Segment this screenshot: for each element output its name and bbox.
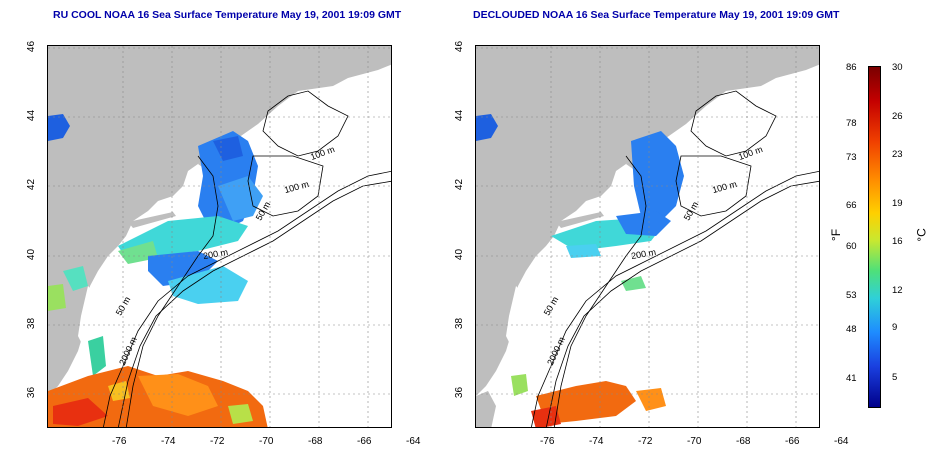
y-tick-label: 36 bbox=[454, 386, 466, 399]
grid-lines bbox=[48, 46, 391, 427]
x-tick-label: -64 bbox=[406, 436, 421, 447]
left-map-title: RU COOL NOAA 16 Sea Surface Temperature … bbox=[53, 9, 402, 21]
celsius-tick: 30 bbox=[892, 62, 903, 73]
right-map-panel: 100 m 100 m 50 m 200 m 50 m 2000 m bbox=[475, 45, 820, 428]
fahrenheit-tick: 41 bbox=[846, 373, 857, 384]
x-tick-label: -66 bbox=[357, 436, 372, 447]
fahrenheit-tick: 66 bbox=[846, 200, 857, 211]
temperature-colorbar bbox=[868, 66, 881, 408]
x-tick-label: -72 bbox=[638, 436, 653, 447]
y-tick-label: 38 bbox=[26, 317, 38, 330]
y-tick-label: 44 bbox=[454, 109, 466, 122]
x-tick-label: -68 bbox=[308, 436, 323, 447]
fahrenheit-unit-label: °F bbox=[829, 228, 844, 242]
x-tick-label: -76 bbox=[540, 436, 555, 447]
fahrenheit-tick: 60 bbox=[846, 241, 857, 252]
celsius-tick: 16 bbox=[892, 236, 903, 247]
y-tick-label: 40 bbox=[454, 248, 466, 261]
y-tick-label: 42 bbox=[26, 178, 38, 191]
x-tick-label: -66 bbox=[785, 436, 800, 447]
celsius-tick: 12 bbox=[892, 285, 903, 296]
fahrenheit-tick: 78 bbox=[846, 118, 857, 129]
celsius-tick: 26 bbox=[892, 111, 903, 122]
sst-data-declouded bbox=[476, 114, 684, 427]
land-mass bbox=[48, 46, 391, 396]
celsius-tick: 19 bbox=[892, 198, 903, 209]
right-map-title: DECLOUDED NOAA 16 Sea Surface Temperatur… bbox=[473, 9, 840, 21]
x-tick-label: -72 bbox=[210, 436, 225, 447]
sst-data bbox=[48, 114, 268, 427]
y-tick-label: 44 bbox=[26, 109, 38, 122]
fahrenheit-tick: 48 bbox=[846, 324, 857, 335]
x-tick-label: -68 bbox=[736, 436, 751, 447]
y-tick-label: 36 bbox=[26, 386, 38, 399]
celsius-tick: 9 bbox=[892, 322, 898, 333]
right-map-canvas bbox=[476, 46, 819, 427]
x-tick-label: -70 bbox=[687, 436, 702, 447]
y-tick-label: 46 bbox=[26, 40, 38, 53]
x-tick-label: -74 bbox=[161, 436, 176, 447]
grid-lines-right bbox=[476, 46, 819, 427]
y-tick-label: 46 bbox=[454, 40, 466, 53]
fahrenheit-tick: 86 bbox=[846, 62, 857, 73]
x-tick-label: -76 bbox=[112, 436, 127, 447]
y-tick-label: 38 bbox=[454, 317, 466, 330]
left-map-canvas bbox=[48, 46, 391, 427]
celsius-tick: 23 bbox=[892, 149, 903, 160]
y-tick-label: 40 bbox=[26, 248, 38, 261]
fahrenheit-tick: 53 bbox=[846, 290, 857, 301]
celsius-tick: 5 bbox=[892, 372, 898, 383]
celsius-unit-label: °C bbox=[914, 228, 929, 242]
left-map-panel: 100 m 100 m 50 m 200 m 50 m 2000 m bbox=[47, 45, 392, 428]
x-tick-label: -74 bbox=[589, 436, 604, 447]
x-tick-label: -70 bbox=[259, 436, 274, 447]
y-tick-label: 42 bbox=[454, 178, 466, 191]
x-tick-label: -64 bbox=[834, 436, 849, 447]
fahrenheit-tick: 73 bbox=[846, 152, 857, 163]
